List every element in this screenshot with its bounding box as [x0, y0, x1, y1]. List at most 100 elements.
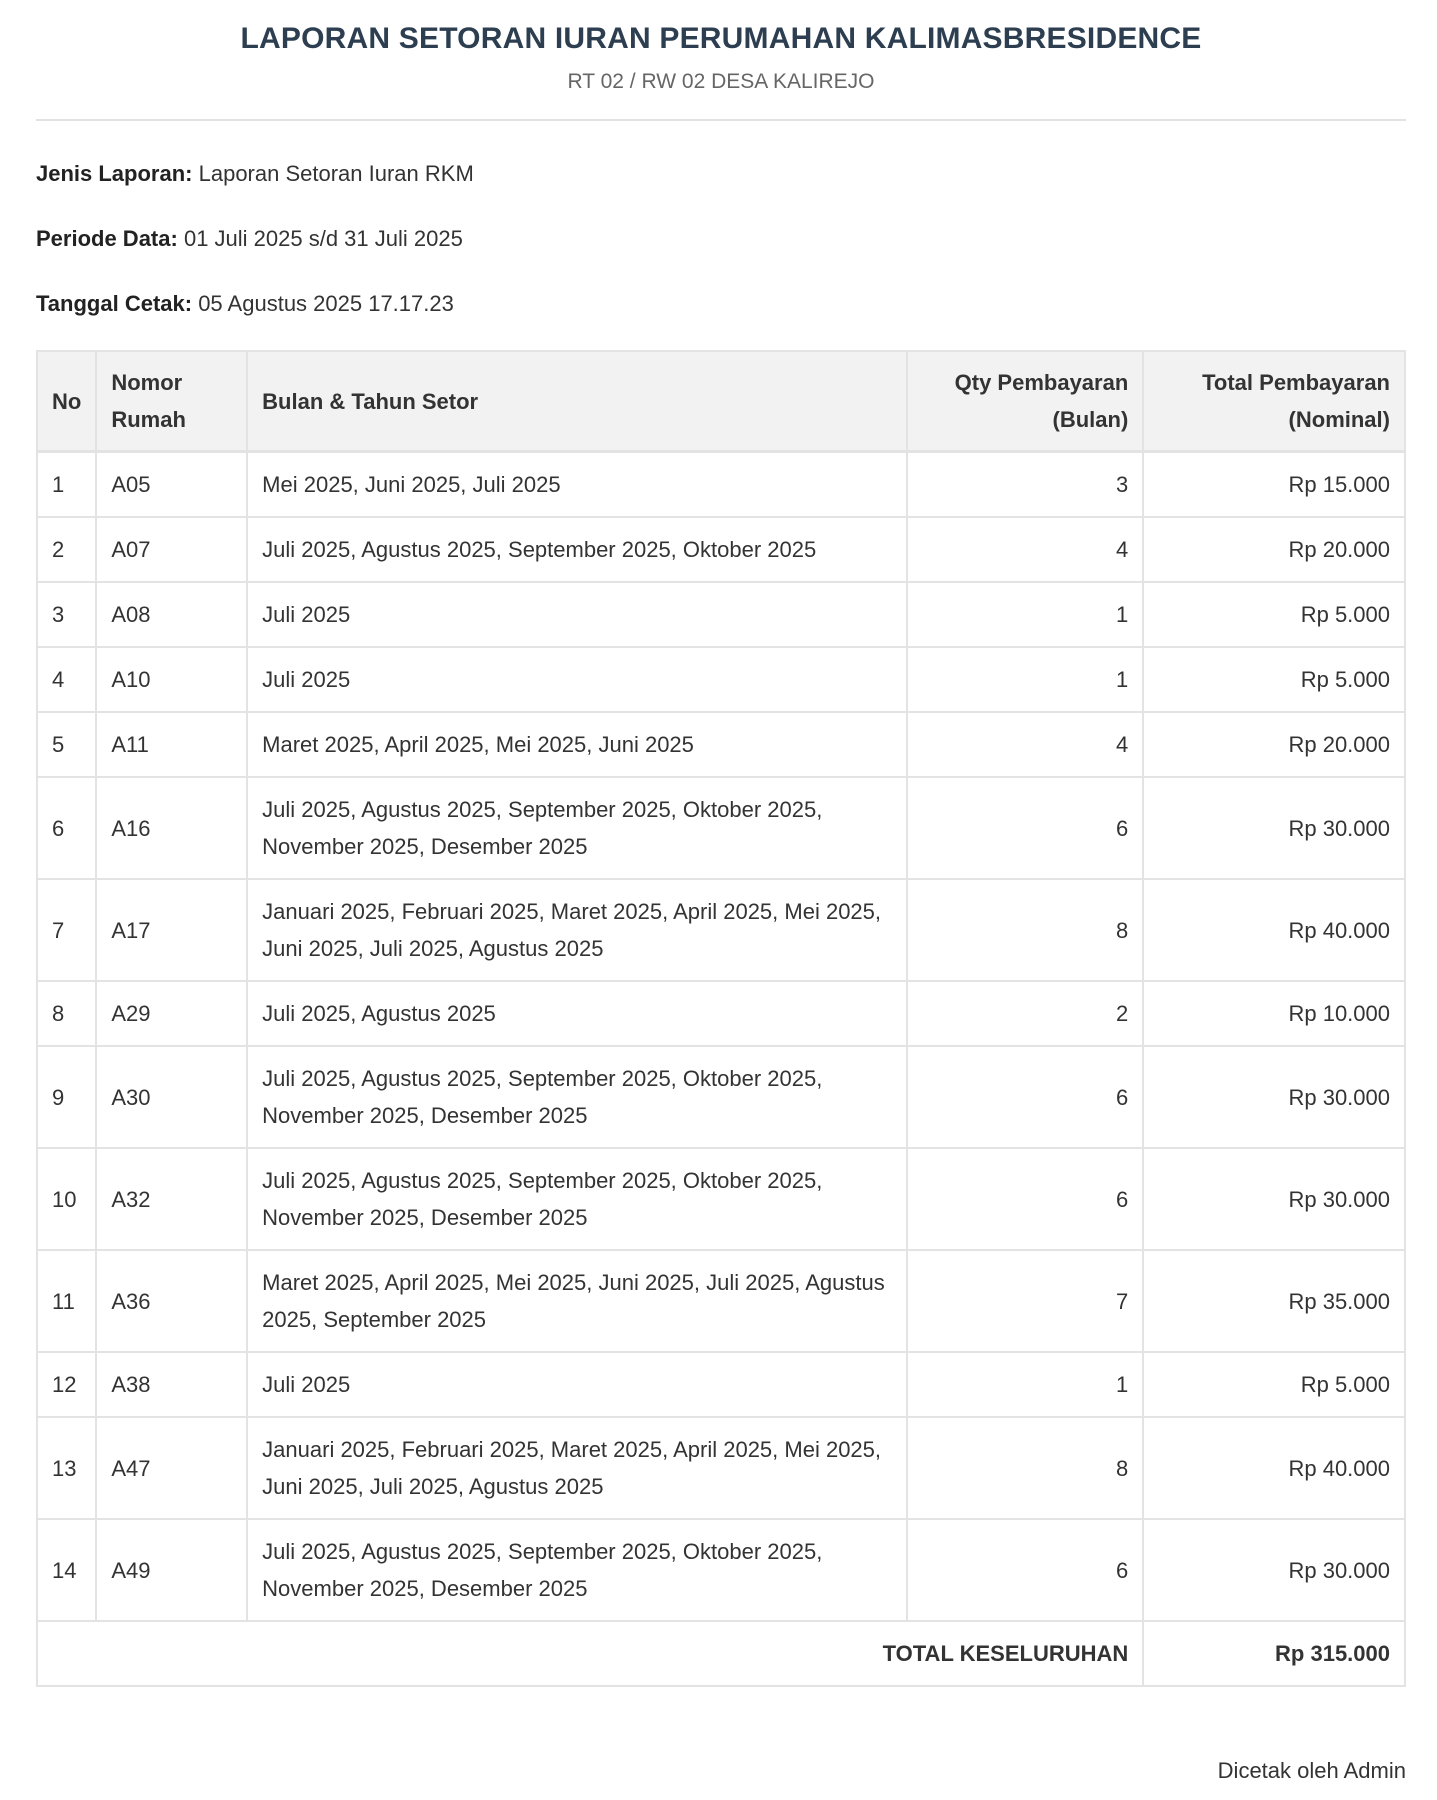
cell-no: 8 [35, 980, 98, 1047]
cell-nomor-rumah: A11 [95, 711, 249, 778]
cell-nomor-rumah: A47 [95, 1416, 249, 1520]
cell-nomor-rumah: A49 [95, 1518, 249, 1622]
cell-bulan-tahun: Juli 2025, Agustus 2025, September 2025,… [246, 776, 908, 880]
cell-bulan-tahun: Maret 2025, April 2025, Mei 2025, Juni 2… [246, 711, 908, 778]
printed-by: Dicetak oleh Admin [1217, 1758, 1406, 1783]
cell-no: 12 [35, 1351, 98, 1418]
table-row: 13 A47 Januari 2025, Februari 2025, Maret … [35, 1416, 1406, 1520]
header-qty: Qty Pembayaran (Bulan) [905, 350, 1145, 453]
meta-tanggal-cetak: Tanggal Cetak: 05 Agustus 2025 17.17.23 [36, 271, 1406, 336]
cell-total: Rp 5.000 [1142, 581, 1406, 648]
cell-total: Rp 40.000 [1142, 878, 1406, 982]
cell-qty: 6 [905, 1518, 1145, 1622]
table-header-row: No Nomor Rumah Bulan & Tahun Setor Qty P… [35, 350, 1406, 453]
cell-nomor-rumah: A17 [95, 878, 249, 982]
table-row: 6 A16 Juli 2025, Agustus 2025, September 2… [35, 776, 1406, 880]
cell-total: Rp 30.000 [1142, 1518, 1406, 1622]
cell-no: 14 [35, 1518, 98, 1622]
cell-total: Rp 30.000 [1142, 776, 1406, 880]
cell-nomor-rumah: A16 [95, 776, 249, 880]
cell-bulan-tahun: Juli 2025, Agustus 2025, September 2025,… [246, 516, 908, 583]
cell-qty: 6 [905, 1045, 1145, 1149]
cell-bulan-tahun: Juli 2025, Agustus 2025, September 2025,… [246, 1045, 908, 1149]
cell-qty: 6 [905, 776, 1145, 880]
cell-bulan-tahun: Juli 2025 [246, 581, 908, 648]
cell-nomor-rumah: A32 [95, 1147, 249, 1251]
cell-bulan-tahun: Januari 2025, Februari 2025, Maret 2025,… [246, 878, 908, 982]
total-row: TOTAL KESELURUHAN Rp 315.000 [35, 1620, 1406, 1687]
header-total: Total Pembayaran (Nominal) [1142, 350, 1406, 453]
cell-bulan-tahun: Januari 2025, Februari 2025, Maret 2025,… [246, 1416, 908, 1520]
cell-qty: 8 [905, 1416, 1145, 1520]
table-body: 1 A05 Mei 2025, Juni 2025, Juli 2025 3 Rp 15… [35, 450, 1406, 1622]
cell-bulan-tahun: Juli 2025 [246, 646, 908, 713]
cell-no: 10 [35, 1147, 98, 1251]
cell-no: 6 [35, 776, 98, 880]
table-row: 11 A36 Maret 2025, April 2025, Mei 2025, J… [35, 1249, 1406, 1353]
cell-total: Rp 35.000 [1142, 1249, 1406, 1353]
cell-total: Rp 5.000 [1142, 646, 1406, 713]
cell-qty: 1 [905, 1351, 1145, 1418]
cell-no: 2 [35, 516, 98, 583]
cell-total: Rp 20.000 [1142, 711, 1406, 778]
total-value: Rp 315.000 [1142, 1620, 1406, 1687]
cell-qty: 4 [905, 516, 1145, 583]
cell-qty: 6 [905, 1147, 1145, 1251]
cell-qty: 1 [905, 581, 1145, 648]
table-row: 2 A07 Juli 2025, Agustus 2025, September 2… [35, 516, 1406, 583]
table-row: 8 A29 Juli 2025, Agustus 2025 2 Rp 10.000 [35, 980, 1406, 1047]
total-label: TOTAL KESELURUHAN [35, 1620, 1145, 1687]
cell-qty: 7 [905, 1249, 1145, 1353]
cell-nomor-rumah: A10 [95, 646, 249, 713]
cell-bulan-tahun: Maret 2025, April 2025, Mei 2025, Juni 2… [246, 1249, 908, 1353]
cell-bulan-tahun: Mei 2025, Juni 2025, Juli 2025 [246, 450, 908, 518]
cell-total: Rp 30.000 [1142, 1147, 1406, 1251]
cell-nomor-rumah: A08 [95, 581, 249, 648]
meta-periode-data: Periode Data: 01 Juli 2025 s/d 31 Juli 2… [36, 206, 1406, 271]
header-nomor-rumah: Nomor Rumah [95, 350, 249, 453]
meta-label: Tanggal Cetak: [36, 291, 193, 316]
meta-jenis-laporan: Jenis Laporan: Laporan Setoran Iuran RKM [36, 141, 1406, 206]
cell-no: 1 [35, 450, 98, 518]
report: LAPORAN SETORAN IURAN PERUMAHAN KALIMASB… [35, 0, 1406, 1687]
table-row: 14 A49 Juli 2025, Agustus 2025, September … [35, 1518, 1406, 1622]
report-subtitle: RT 02 / RW 02 DESA KALIREJO [567, 70, 875, 93]
report-title: LAPORAN SETORAN IURAN PERUMAHAN KALIMASB… [240, 22, 1202, 55]
cell-no: 5 [35, 711, 98, 778]
cell-total: Rp 20.000 [1142, 516, 1406, 583]
cell-total: Rp 15.000 [1142, 450, 1406, 518]
cell-nomor-rumah: A38 [95, 1351, 249, 1418]
cell-qty: 2 [905, 980, 1145, 1047]
table-row: 5 A11 Maret 2025, April 2025, Mei 2025, Ju… [35, 711, 1406, 778]
meta-value: 01 Juli 2025 s/d 31 Juli 2025 [183, 226, 463, 251]
payment-table: No Nomor Rumah Bulan & Tahun Setor Qty P… [35, 350, 1406, 1687]
header-no: No [35, 350, 98, 453]
meta-label: Jenis Laporan: [36, 161, 193, 186]
cell-qty: 8 [905, 878, 1145, 982]
table-row: 12 A38 Juli 2025 1 Rp 5.000 [35, 1351, 1406, 1418]
cell-total: Rp 10.000 [1142, 980, 1406, 1047]
cell-qty: 4 [905, 711, 1145, 778]
table-row: 9 A30 Juli 2025, Agustus 2025, September 2… [35, 1045, 1406, 1149]
report-meta: Jenis Laporan: Laporan Setoran Iuran RKM… [36, 141, 1406, 336]
table-row: 4 A10 Juli 2025 1 Rp 5.000 [35, 646, 1406, 713]
table-row: 1 A05 Mei 2025, Juni 2025, Juli 2025 3 Rp 15… [35, 450, 1406, 518]
table-row: 10 A32 Juli 2025, Agustus 2025, September … [35, 1147, 1406, 1251]
cell-total: Rp 40.000 [1142, 1416, 1406, 1520]
cell-no: 13 [35, 1416, 98, 1520]
divider [36, 119, 1406, 121]
cell-nomor-rumah: A05 [95, 450, 249, 518]
meta-value: 05 Agustus 2025 17.17.23 [198, 291, 454, 316]
cell-qty: 1 [905, 646, 1145, 713]
cell-qty: 3 [905, 450, 1145, 518]
table-row: 7 A17 Januari 2025, Februari 2025, Maret 2… [35, 878, 1406, 982]
cell-nomor-rumah: A30 [95, 1045, 249, 1149]
cell-bulan-tahun: Juli 2025, Agustus 2025 [246, 980, 908, 1047]
cell-bulan-tahun: Juli 2025, Agustus 2025, September 2025,… [246, 1518, 908, 1622]
table-row: 3 A08 Juli 2025 1 Rp 5.000 [35, 581, 1406, 648]
cell-nomor-rumah: A36 [95, 1249, 249, 1353]
cell-no: 7 [35, 878, 98, 982]
cell-nomor-rumah: A29 [95, 980, 249, 1047]
cell-total: Rp 30.000 [1142, 1045, 1406, 1149]
cell-nomor-rumah: A07 [95, 516, 249, 583]
